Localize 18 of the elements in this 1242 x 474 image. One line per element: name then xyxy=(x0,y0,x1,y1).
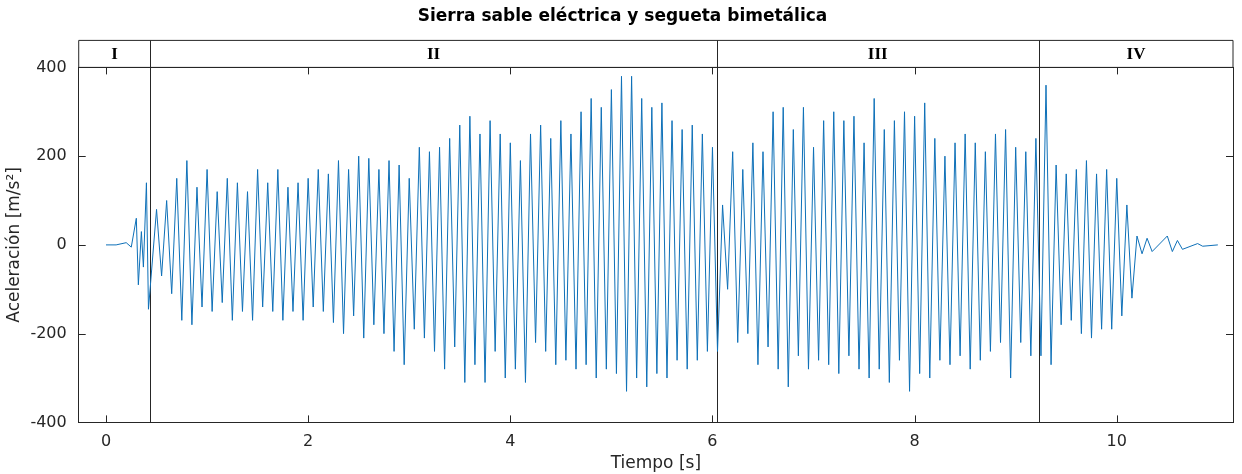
x-tick-label: 4 xyxy=(505,431,516,451)
x-axis-title: Tiempo [s] xyxy=(609,452,702,473)
x-tick-label: 10 xyxy=(1106,431,1127,451)
x-tick-label: 8 xyxy=(909,431,920,451)
y-tick-label: 0 xyxy=(56,234,67,254)
chart-title: Sierra sable eléctrica y segueta bimetálica xyxy=(417,4,828,25)
y-tick-label: -200 xyxy=(30,322,67,342)
text: II xyxy=(426,44,441,64)
y-tick-label: -400 xyxy=(30,411,67,431)
text: III xyxy=(867,44,889,64)
text: I xyxy=(111,44,119,64)
x-tick-label: 2 xyxy=(303,431,314,451)
x-tick-label: 0 xyxy=(100,431,112,451)
text: IV xyxy=(1126,44,1147,64)
y-tick-label: 200 xyxy=(36,145,67,165)
x-tick-label: 6 xyxy=(707,431,718,451)
y-tick-label: 400 xyxy=(36,56,67,76)
y-axis-title: Aceleración [m/s²] xyxy=(2,167,23,323)
